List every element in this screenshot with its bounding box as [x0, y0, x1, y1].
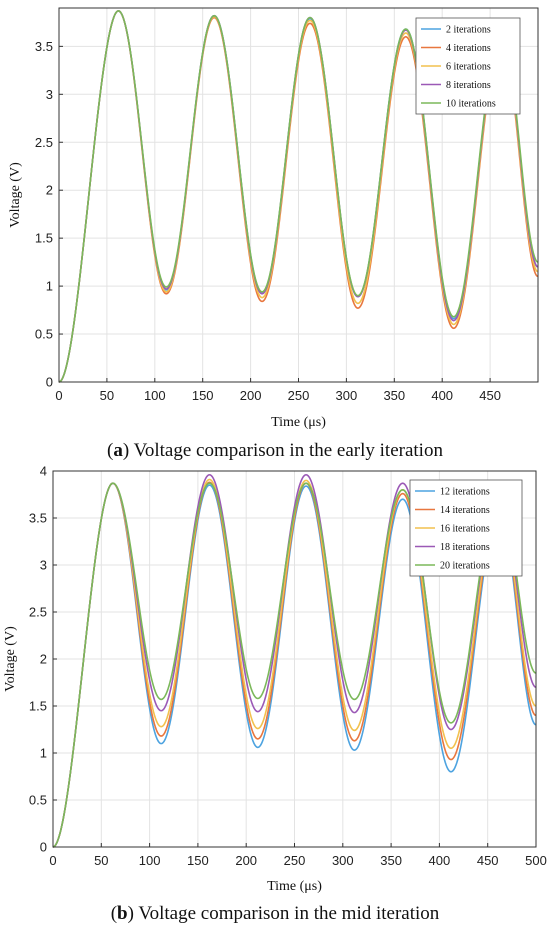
x-tick-label: 300	[332, 853, 354, 868]
x-tick-label: 50	[100, 388, 114, 403]
legend-label: 18 iterations	[440, 542, 490, 553]
x-axis-label: Time (μs)	[267, 879, 322, 894]
y-tick-label: 3.5	[35, 39, 53, 54]
y-tick-label: 0	[46, 375, 53, 390]
legend-label: 14 iterations	[440, 505, 490, 516]
legend-label: 10 iterations	[446, 99, 496, 110]
caption-a: (a) Voltage comparison in the early iter…	[107, 440, 443, 461]
x-tick-label: 0	[49, 853, 56, 868]
chart-a: 0 50 100 150 200 250 300 350 400 450 0 0.5 1 1.5 2 2.5 3…	[8, 7, 539, 430]
legend: 12 iterations 14 iterations 16 iterations 1…	[409, 479, 523, 577]
x-tick-label: 50	[94, 853, 108, 868]
y-axis-label: Voltage (V)	[3, 626, 18, 692]
series-group	[52, 473, 537, 848]
series-line	[58, 10, 539, 383]
chart-b: 0 50 100 150 200 250 300 350 400 450 500 0 0.5 1 1.5 2 2…	[3, 464, 547, 895]
x-tick-label: 250	[284, 853, 306, 868]
legend-label: 12 iterations	[440, 487, 490, 498]
x-tick-label: 0	[55, 388, 62, 403]
y-tick-label: 2	[46, 183, 53, 198]
legend-label: 8 iterations	[446, 80, 491, 91]
y-tick-label: 0.5	[35, 327, 53, 342]
x-tick-label: 350	[383, 388, 405, 403]
series-group	[58, 10, 539, 383]
y-tick-label: 4	[40, 464, 47, 479]
y-tick-label: 1.5	[29, 699, 47, 714]
axes-frame	[52, 470, 537, 848]
y-tick-label: 3	[46, 87, 53, 102]
x-tick-label: 100	[139, 853, 161, 868]
legend-label: 2 iterations	[446, 25, 491, 36]
y-tick-label: 1.5	[35, 231, 53, 246]
x-tick-label: 500	[525, 853, 547, 868]
legend-label: 16 iterations	[440, 524, 490, 535]
x-tick-label: 400	[429, 853, 451, 868]
series-line	[52, 482, 537, 848]
legend-label: 20 iterations	[440, 561, 490, 572]
legend-label: 4 iterations	[446, 43, 491, 54]
legend-label: 6 iterations	[446, 62, 491, 73]
y-tick-label: 2	[40, 652, 47, 667]
y-tick-label: 1	[46, 279, 53, 294]
y-tick-label: 3.5	[29, 511, 47, 526]
x-tick-label: 450	[477, 853, 499, 868]
y-tick-label: 1	[40, 746, 47, 761]
x-axis-label: Time (μs)	[271, 415, 326, 430]
x-tick-label: 350	[380, 853, 402, 868]
y-tick-label: 0.5	[29, 793, 47, 808]
x-tick-label: 200	[240, 388, 262, 403]
y-tick-label: 0	[40, 840, 47, 855]
x-tick-label: 100	[144, 388, 166, 403]
x-tick-label: 200	[235, 853, 257, 868]
y-tick-label: 3	[40, 558, 47, 573]
y-tick-label: 2.5	[29, 605, 47, 620]
x-tick-label: 400	[431, 388, 453, 403]
x-tick-label: 150	[192, 388, 214, 403]
x-tick-label: 150	[187, 853, 209, 868]
x-tick-label: 250	[288, 388, 310, 403]
x-tick-label: 450	[479, 388, 501, 403]
x-tick-label: 300	[336, 388, 358, 403]
y-axis-label: Voltage (V)	[8, 162, 23, 228]
caption-b: (b) Voltage comparison in the mid iterat…	[110, 903, 440, 924]
legend: 2 iterations 4 iterations 6 iterations 8 it…	[415, 17, 521, 115]
axes-frame	[58, 7, 539, 383]
y-tick-label: 2.5	[35, 135, 53, 150]
